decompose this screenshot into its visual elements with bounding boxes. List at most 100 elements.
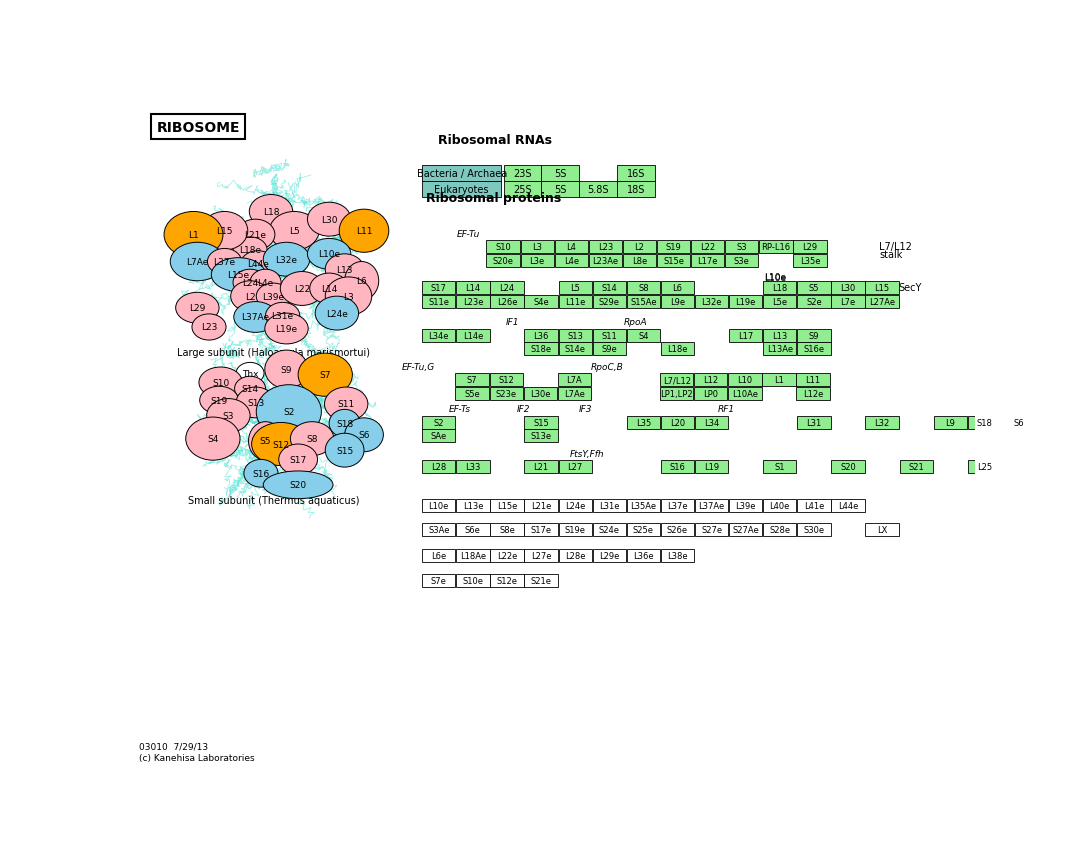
Text: L22e: L22e [497, 551, 518, 560]
Text: Thx: Thx [242, 369, 259, 378]
Text: S17: S17 [431, 284, 446, 292]
Ellipse shape [344, 262, 379, 301]
Text: L17e: L17e [697, 256, 718, 266]
Text: IF3: IF3 [579, 405, 592, 414]
Ellipse shape [235, 377, 265, 401]
Text: L10e: L10e [765, 273, 786, 283]
Text: S9: S9 [809, 331, 819, 340]
FancyBboxPatch shape [456, 329, 490, 343]
FancyBboxPatch shape [542, 166, 578, 181]
Text: L25: L25 [977, 463, 992, 472]
Ellipse shape [233, 238, 268, 264]
Text: S3e: S3e [734, 256, 749, 266]
Text: L15: L15 [217, 227, 233, 236]
Text: 5S: 5S [553, 169, 566, 179]
Text: S13: S13 [247, 399, 264, 407]
FancyBboxPatch shape [832, 461, 864, 474]
FancyBboxPatch shape [524, 574, 558, 588]
FancyBboxPatch shape [456, 574, 490, 588]
Text: EF-Tu: EF-Tu [457, 229, 480, 239]
FancyBboxPatch shape [524, 329, 558, 343]
Text: L18Ae: L18Ae [460, 551, 486, 560]
Text: S8: S8 [638, 284, 649, 292]
Text: L2: L2 [245, 292, 256, 302]
Ellipse shape [251, 423, 311, 466]
FancyBboxPatch shape [865, 281, 899, 295]
Text: RF1: RF1 [717, 405, 734, 414]
FancyBboxPatch shape [422, 182, 501, 198]
Text: S23e: S23e [496, 389, 517, 399]
FancyBboxPatch shape [524, 499, 558, 512]
Text: L10e: L10e [765, 272, 786, 281]
Text: S5e: S5e [465, 389, 480, 399]
Ellipse shape [236, 363, 264, 384]
FancyBboxPatch shape [491, 281, 524, 295]
Text: SAe: SAe [431, 432, 447, 440]
FancyBboxPatch shape [726, 255, 758, 268]
FancyBboxPatch shape [559, 281, 591, 295]
Text: L36: L36 [534, 331, 549, 340]
Text: L23Ae: L23Ae [592, 256, 618, 266]
FancyBboxPatch shape [764, 296, 796, 308]
Text: S12e: S12e [496, 577, 518, 585]
Text: S4e: S4e [533, 297, 549, 307]
Text: L10: L10 [738, 376, 753, 385]
FancyBboxPatch shape [524, 416, 558, 429]
Text: S8: S8 [306, 435, 317, 444]
FancyBboxPatch shape [559, 461, 591, 474]
Ellipse shape [231, 281, 270, 312]
Text: 25S: 25S [512, 185, 532, 195]
FancyBboxPatch shape [726, 240, 758, 254]
Ellipse shape [339, 210, 389, 253]
Text: L31e: L31e [272, 312, 293, 320]
Text: L29: L29 [190, 304, 206, 313]
Text: S19: S19 [210, 396, 227, 406]
Text: L29e: L29e [599, 551, 619, 560]
FancyBboxPatch shape [764, 524, 796, 537]
Text: 18S: 18S [627, 185, 645, 195]
FancyBboxPatch shape [486, 255, 520, 268]
Text: S10: S10 [495, 243, 511, 251]
Text: L7Ae: L7Ae [564, 389, 585, 399]
Text: S28e: S28e [769, 526, 791, 535]
Text: L28e: L28e [565, 551, 586, 560]
FancyBboxPatch shape [491, 549, 524, 562]
Text: L20: L20 [670, 418, 686, 427]
Ellipse shape [211, 258, 265, 292]
Text: S6e: S6e [465, 526, 481, 535]
Text: S16: S16 [252, 469, 270, 478]
FancyBboxPatch shape [559, 524, 591, 537]
Text: L22: L22 [700, 243, 715, 251]
Ellipse shape [270, 212, 319, 250]
Text: Ribosomal RNAs: Ribosomal RNAs [438, 134, 551, 147]
Text: S15: S15 [336, 446, 353, 455]
FancyBboxPatch shape [762, 374, 796, 387]
Text: S14e: S14e [564, 345, 586, 354]
FancyBboxPatch shape [422, 574, 456, 588]
Text: LP0: LP0 [703, 389, 718, 399]
Ellipse shape [164, 212, 223, 258]
FancyBboxPatch shape [617, 166, 654, 181]
Text: L7Ae: L7Ae [186, 257, 209, 267]
FancyBboxPatch shape [764, 281, 796, 295]
FancyBboxPatch shape [797, 416, 831, 429]
Text: L14: L14 [466, 284, 481, 292]
Text: S21: S21 [909, 463, 924, 472]
Text: Bacteria / Archaea: Bacteria / Archaea [417, 169, 507, 179]
Text: L4e: L4e [564, 256, 579, 266]
Text: Eukaryotes: Eukaryotes [434, 185, 488, 195]
Text: L24e: L24e [565, 501, 586, 510]
Text: L10e: L10e [318, 250, 340, 259]
Text: S17e: S17e [531, 526, 551, 535]
FancyBboxPatch shape [524, 461, 558, 474]
Text: S18e: S18e [531, 345, 551, 354]
Text: Small subunit (Thermus aquaticus): Small subunit (Thermus aquaticus) [187, 496, 360, 505]
FancyBboxPatch shape [661, 343, 694, 356]
Ellipse shape [192, 314, 226, 341]
Text: L15e: L15e [227, 271, 249, 279]
FancyBboxPatch shape [491, 524, 524, 537]
Text: S19e: S19e [564, 526, 586, 535]
Text: S21e: S21e [531, 577, 551, 585]
Ellipse shape [265, 351, 309, 389]
Text: S15: S15 [533, 418, 549, 427]
